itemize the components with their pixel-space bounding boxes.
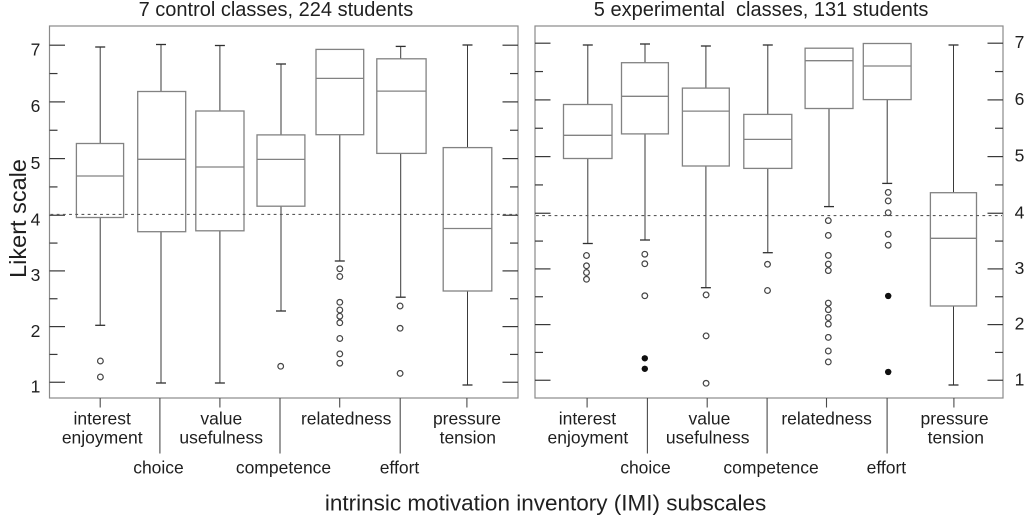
- svg-text:competence: competence: [723, 458, 818, 478]
- svg-text:5: 5: [1015, 146, 1024, 166]
- svg-text:2: 2: [1015, 314, 1024, 334]
- svg-text:pressure: pressure: [921, 409, 989, 429]
- svg-text:enjoyment: enjoyment: [62, 428, 143, 448]
- svg-text:7: 7: [1015, 32, 1024, 52]
- svg-text:tension: tension: [440, 428, 496, 448]
- svg-text:tension: tension: [928, 428, 984, 448]
- svg-text:1: 1: [1015, 369, 1024, 389]
- svg-text:4: 4: [1015, 202, 1024, 222]
- svg-text:1: 1: [31, 376, 41, 396]
- svg-text:6: 6: [31, 96, 41, 116]
- svg-text:competence: competence: [236, 458, 331, 478]
- svg-text:effort: effort: [867, 458, 907, 478]
- svg-text:usefulness: usefulness: [666, 428, 750, 448]
- svg-text:7: 7: [31, 39, 41, 59]
- svg-text:enjoyment: enjoyment: [548, 428, 629, 448]
- svg-text:choice: choice: [620, 458, 671, 478]
- svg-text:Likert scale: Likert scale: [5, 159, 31, 278]
- svg-text:relatedness: relatedness: [301, 409, 392, 429]
- svg-text:intrinsic motivation inventory: intrinsic motivation inventory (IMI) sub…: [325, 491, 766, 516]
- svg-text:2: 2: [31, 321, 41, 341]
- svg-text:5: 5: [31, 153, 41, 173]
- svg-text:value: value: [200, 409, 242, 429]
- svg-text:pressure: pressure: [433, 409, 501, 429]
- svg-text:effort: effort: [380, 458, 420, 478]
- svg-text:relatedness: relatedness: [781, 409, 872, 429]
- svg-text:interest: interest: [559, 409, 617, 429]
- svg-text:choice: choice: [133, 458, 184, 478]
- svg-text:3: 3: [1015, 258, 1024, 278]
- svg-text:5 experimental classes, 131 s: 5 experimental classes, 131 students: [594, 0, 929, 21]
- svg-text:3: 3: [31, 265, 41, 285]
- svg-text:usefulness: usefulness: [179, 428, 263, 448]
- svg-text:value: value: [688, 409, 730, 429]
- svg-text:6: 6: [1015, 89, 1024, 109]
- svg-text:7 control classes, 224 student: 7 control classes, 224 students: [139, 0, 414, 21]
- svg-text:4: 4: [31, 209, 41, 229]
- svg-text:interest: interest: [74, 409, 132, 429]
